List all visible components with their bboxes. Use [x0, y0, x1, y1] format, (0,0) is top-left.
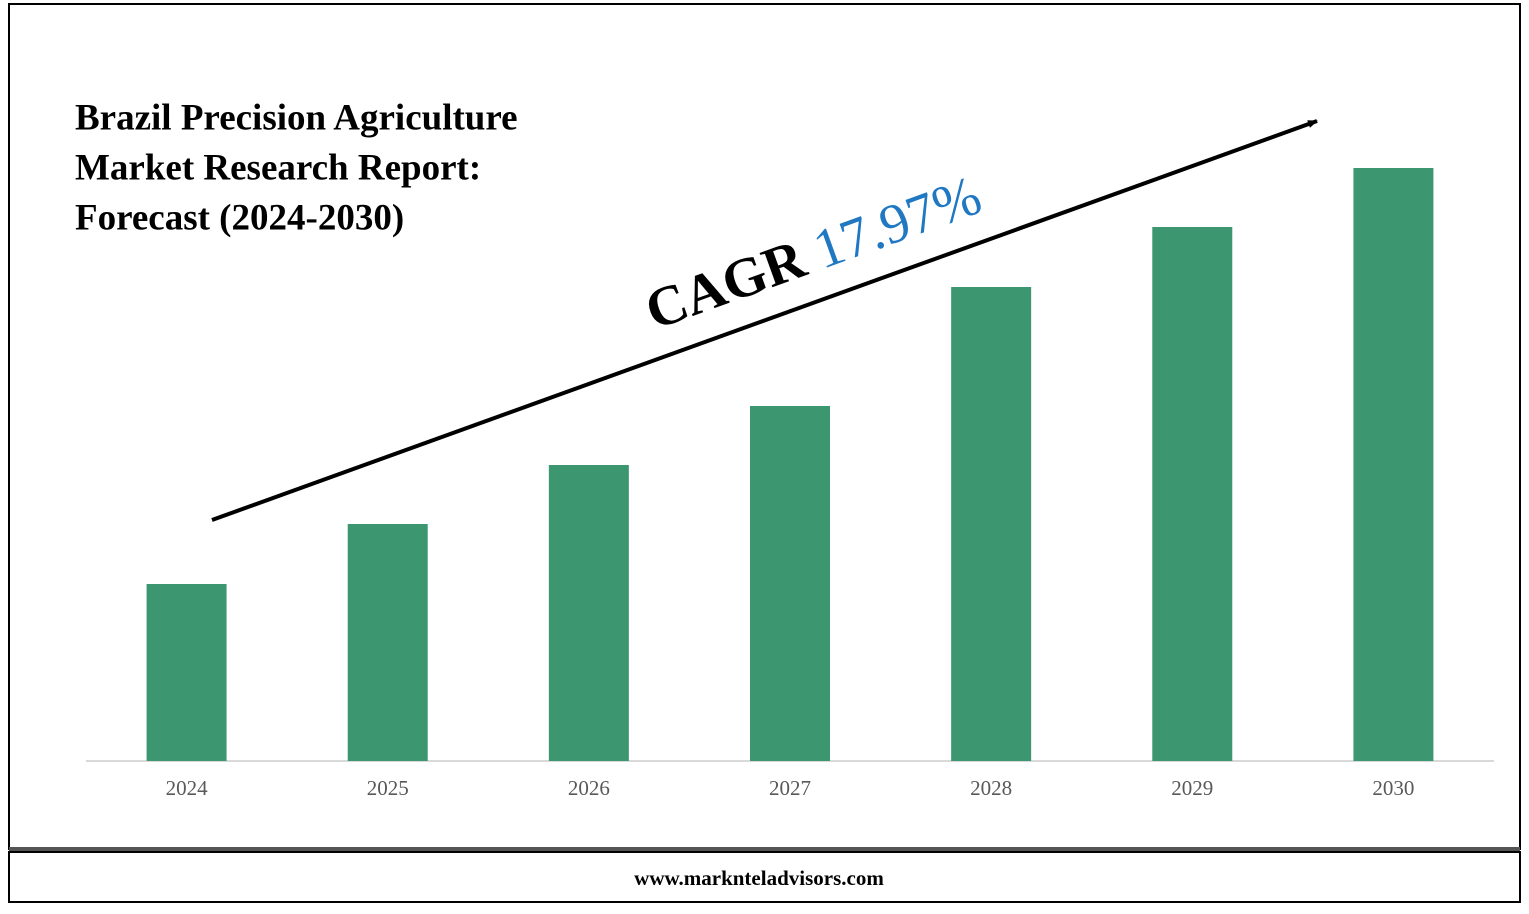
footer: www.marknteladvisors.com	[634, 866, 884, 890]
x-tick-label: 2030	[1372, 776, 1414, 800]
bar	[951, 287, 1032, 761]
trend-arrow	[211, 119, 1318, 522]
bar	[146, 584, 227, 761]
x-tick-label: 2024	[166, 776, 209, 800]
footer-box	[8, 851, 1521, 903]
x-tick-label: 2027	[769, 776, 811, 800]
x-tick-label: 2028	[970, 776, 1012, 800]
title-line: Brazil Precision Agriculture	[75, 97, 518, 138]
bar	[347, 524, 428, 761]
title-line: Forecast (2024-2030)	[75, 197, 404, 238]
title: Brazil Precision Agriculture Market Rese…	[75, 97, 518, 238]
title-line: Market Research Report:	[75, 147, 481, 188]
bar	[548, 465, 629, 761]
x-tick-label: 2025	[367, 776, 409, 800]
x-tick-label: 2026	[568, 776, 610, 800]
x-tick-label: 2029	[1171, 776, 1213, 800]
frame-shadow	[9, 847, 1520, 852]
bar	[1353, 168, 1434, 761]
bar	[750, 406, 830, 761]
bar	[1152, 227, 1233, 761]
